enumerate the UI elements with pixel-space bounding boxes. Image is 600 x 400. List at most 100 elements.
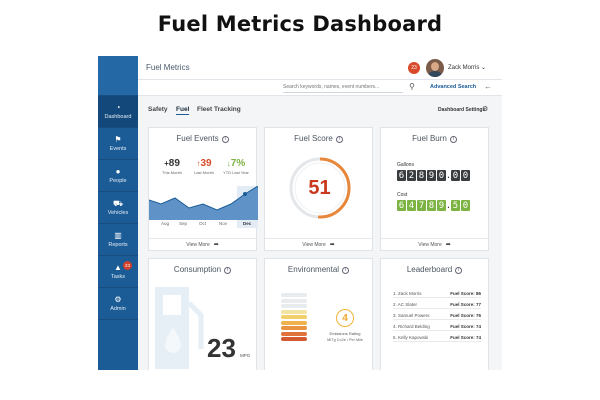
fuel-events-card: Fuel Events i +89 This Month ↑39 Last Mon…: [148, 127, 258, 251]
consumption-unit: MPG: [240, 353, 251, 358]
odometer-digit: 8: [417, 170, 426, 181]
odometer-digit: 9: [427, 170, 436, 181]
cost-label: Cost: [397, 192, 408, 198]
search-icon[interactable]: ⚲: [409, 82, 415, 91]
header-bar: Fuel Metrics 23 Zack Morris ⌄: [138, 56, 502, 80]
share-arrow-icon: ➦: [329, 242, 335, 248]
back-arrow-icon[interactable]: ←: [484, 82, 492, 91]
consumption-card: Consumption i 23 MPG: [148, 258, 257, 370]
app-window: ◔ Dashboard ⚑ Events ● People ⛟ Vehicles…: [98, 56, 502, 370]
card-title: Leaderboard i: [381, 265, 488, 274]
emissions-bars: [281, 293, 307, 341]
list-item[interactable]: 5. Kelly Kapowski Fuel Score: 74: [393, 333, 481, 342]
info-icon[interactable]: i: [335, 135, 343, 143]
list-item[interactable]: 4. Richard Belding Fuel Score: 74: [393, 322, 481, 331]
decimal-point: .: [445, 200, 452, 211]
info-icon[interactable]: i: [224, 266, 232, 274]
leaderboard-card: Leaderboard i 1. Zack Morris Fuel Score: 8…: [380, 258, 489, 370]
odometer-digit: 7: [417, 200, 426, 211]
sidebar-item-tasks[interactable]: ▲ 23 Tasks: [98, 256, 138, 288]
view-more-button[interactable]: View More ➦: [265, 238, 372, 250]
avatar[interactable]: [426, 59, 444, 77]
sidebar: ◔ Dashboard ⚑ Events ● People ⛟ Vehicles…: [98, 56, 138, 370]
odometer-digit: 6: [397, 170, 406, 181]
card-title: Fuel Events i: [149, 134, 256, 143]
gallons-label: Gallons: [397, 162, 414, 168]
sidebar-item-people[interactable]: ● People: [98, 160, 138, 192]
sidebar-item-label: Admin: [110, 306, 126, 312]
dashboard-icon: ◔: [115, 103, 121, 112]
share-arrow-icon: ➦: [213, 242, 219, 248]
tasks-badge: 23: [123, 261, 132, 270]
stat-ytd: ↓7% YTD Last Year: [223, 158, 249, 175]
tab-safety[interactable]: Safety: [148, 106, 168, 113]
emissions-rating-label: Emissions Rating: [329, 331, 361, 336]
sidebar-item-vehicles[interactable]: ⛟ Vehicles: [98, 192, 138, 224]
list-item[interactable]: 2. AC Slater Fuel Score: 77: [393, 300, 481, 309]
gear-icon[interactable]: ⚙: [482, 106, 489, 113]
notification-badge[interactable]: 23: [408, 62, 420, 74]
odometer-digit: 0: [437, 170, 446, 181]
sidebar-item-label: Vehicles: [107, 210, 129, 216]
sidebar-top: [98, 56, 138, 96]
sidebar-item-label: Dashboard: [104, 114, 132, 120]
sidebar-item-label: Reports: [108, 242, 128, 248]
stat-this-month: +89 This Month: [162, 158, 182, 175]
flag-icon: ⚑: [114, 135, 122, 144]
card-title: Environmental i: [265, 265, 372, 274]
sidebar-item-events[interactable]: ⚑ Events: [98, 128, 138, 160]
card-title: Consumption i: [149, 265, 256, 274]
sidebar-item-label: Events: [109, 146, 127, 152]
emissions-unit-label: MITg Co2e / Per Mile: [327, 338, 363, 342]
view-more-button[interactable]: View More ➦: [381, 238, 488, 250]
fuel-score-gauge: [289, 157, 351, 219]
odometer-digit: 6: [397, 200, 406, 211]
advanced-search-link[interactable]: Advanced Search: [430, 84, 477, 90]
dashboard-tabs: Safety Fuel Fleet Tracking Dashboard Set…: [138, 104, 502, 118]
odometer-digit: 4: [407, 200, 416, 211]
fuel-score-card: Fuel Score i 51 View More ➦: [264, 127, 373, 251]
tab-fuel[interactable]: Fuel: [176, 106, 190, 115]
card-title: Fuel Burn i: [381, 134, 488, 143]
card-title: Fuel Score i: [265, 134, 372, 143]
gear-icon: ⚙: [114, 295, 122, 304]
info-icon[interactable]: i: [455, 266, 463, 274]
info-icon[interactable]: i: [221, 135, 229, 143]
odometer-digit: 5: [451, 200, 460, 211]
app-title: Fuel Metrics: [146, 63, 190, 72]
info-icon[interactable]: i: [342, 266, 350, 274]
search-input[interactable]: [283, 82, 403, 93]
bar-chart-icon: ▥: [114, 231, 122, 240]
sidebar-item-label: Tasks: [110, 274, 126, 280]
view-more-button[interactable]: View More ➦: [149, 238, 256, 250]
environmental-card: Environmental i 4 Emissions Rating MITg C…: [264, 258, 373, 370]
odometer-digit: 8: [427, 200, 436, 211]
fuel-events-chart: [149, 186, 258, 228]
list-item[interactable]: 3. Samuel Powers Fuel Score: 76: [393, 311, 481, 320]
sidebar-item-dashboard[interactable]: ◔ Dashboard: [98, 96, 138, 128]
fuel-score-value: 51: [308, 177, 331, 199]
odometer-digit: 0: [451, 170, 460, 181]
decimal-point: .: [445, 170, 452, 181]
bell-icon: ▲: [114, 263, 122, 272]
share-arrow-icon: ➦: [445, 242, 451, 248]
tab-fleet-tracking[interactable]: Fleet Tracking: [197, 106, 241, 113]
sidebar-item-reports[interactable]: ▥ Reports: [98, 224, 138, 256]
stat-last-month: ↑39 Last Month: [194, 158, 214, 175]
user-menu[interactable]: Zack Morris ⌄: [448, 65, 487, 71]
odometer-digit: 9: [437, 200, 446, 211]
list-item[interactable]: 1. Zack Morris Fuel Score: 86: [393, 289, 481, 298]
fuel-pump-watermark-icon: [155, 287, 204, 369]
search-bar: ⚲ Advanced Search ←: [138, 80, 502, 96]
sidebar-item-admin[interactable]: ⚙ Admin: [98, 288, 138, 320]
consumption-value: 23: [207, 333, 236, 363]
person-icon: ●: [115, 167, 121, 176]
odometer-digit: 0: [461, 170, 470, 181]
odometer-digit: 0: [461, 200, 470, 211]
dashboard-settings-label[interactable]: Dashboard Settings: [438, 107, 486, 113]
info-icon[interactable]: i: [449, 135, 457, 143]
truck-icon: ⛟: [112, 199, 124, 208]
page-title: Fuel Metrics Dashboard: [157, 12, 443, 36]
